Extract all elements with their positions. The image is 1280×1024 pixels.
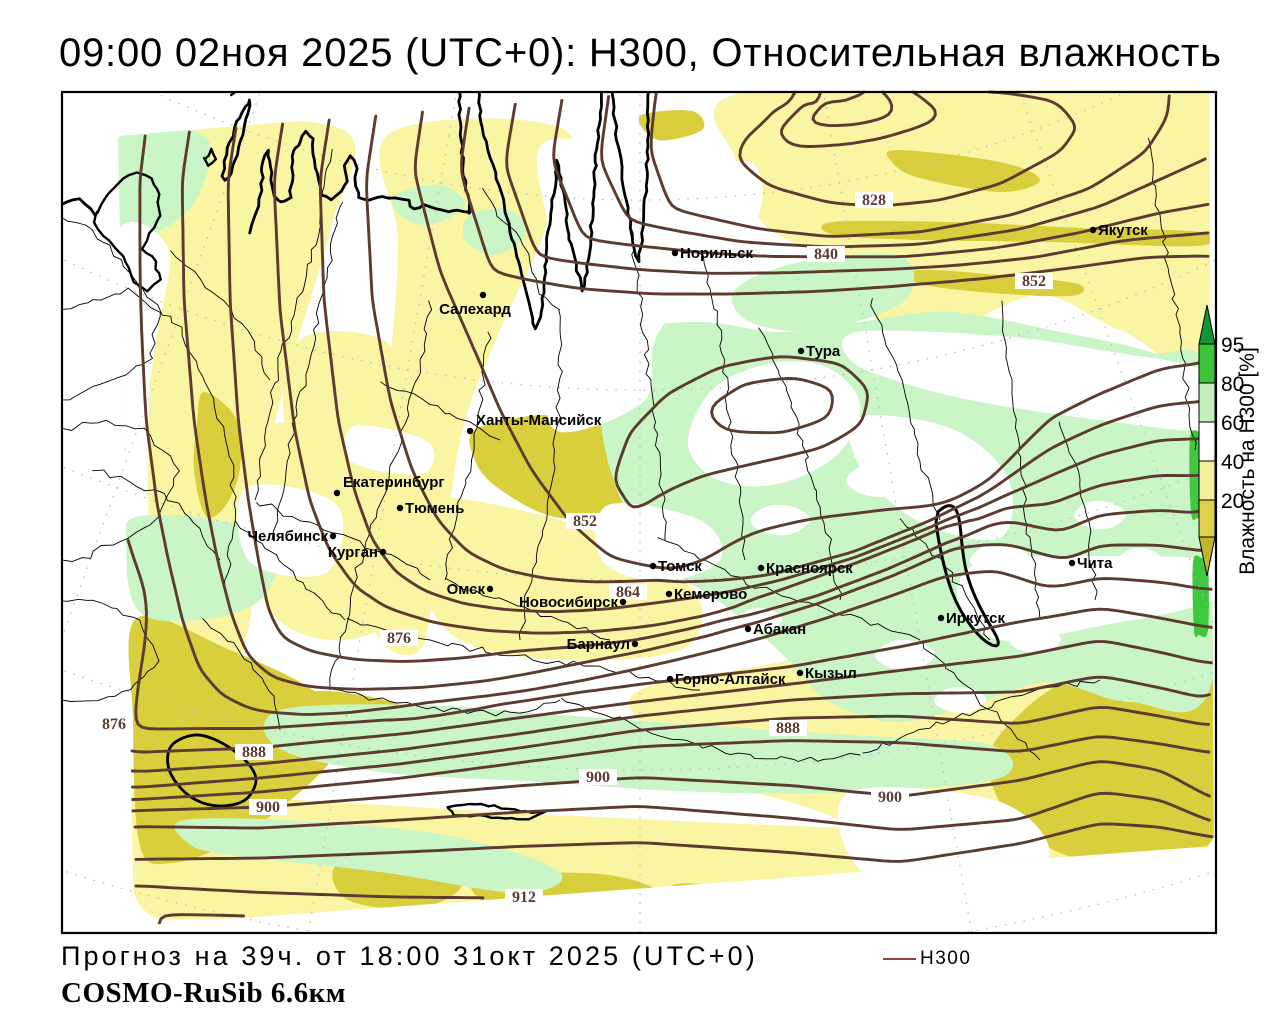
svg-text:Иркутск: Иркутск [946, 610, 1005, 627]
svg-text:912: 912 [512, 889, 536, 906]
svg-text:Кызыл: Кызыл [805, 665, 857, 682]
svg-text:Омск: Омск [447, 581, 486, 598]
svg-text:888: 888 [776, 720, 800, 737]
svg-text:888: 888 [242, 744, 266, 761]
svg-text:20: 20 [1221, 490, 1244, 513]
svg-text:Влажность на H300 [%]: Влажность на H300 [%] [1236, 347, 1259, 575]
svg-text:828: 828 [862, 192, 886, 209]
svg-text:876: 876 [102, 716, 126, 733]
svg-text:Барнаул: Барнаул [567, 636, 630, 653]
svg-text:Кемерово: Кемерово [674, 586, 747, 603]
svg-text:40: 40 [1221, 451, 1244, 474]
svg-text:95: 95 [1221, 334, 1244, 357]
svg-text:80: 80 [1221, 373, 1244, 396]
svg-text:900: 900 [256, 799, 280, 816]
svg-text:Якутск: Якутск [1098, 222, 1148, 239]
svg-text:Ханты-Мансийск: Ханты-Мансийск [476, 412, 602, 429]
svg-text:Новосибирск: Новосибирск [519, 594, 619, 611]
svg-text:Чита: Чита [1077, 555, 1113, 572]
svg-text:Тура: Тура [806, 343, 841, 360]
svg-text:900: 900 [586, 769, 610, 786]
svg-text:Челябинск: Челябинск [247, 528, 328, 545]
svg-text:Салехард: Салехард [439, 301, 511, 318]
svg-text:60: 60 [1221, 412, 1244, 435]
svg-text:Норильск: Норильск [680, 245, 753, 262]
svg-text:Тюмень: Тюмень [405, 500, 464, 517]
svg-text:876: 876 [387, 630, 411, 647]
svg-text:Екатеринбург: Екатеринбург [343, 474, 445, 491]
svg-text:Горно-Алтайск: Горно-Алтайск [675, 671, 786, 688]
svg-text:840: 840 [814, 246, 838, 263]
svg-text:Курган: Курган [328, 544, 378, 561]
svg-text:852: 852 [573, 513, 597, 530]
svg-text:852: 852 [1022, 273, 1046, 290]
svg-text:900: 900 [878, 789, 902, 806]
svg-text:Красноярск: Красноярск [766, 560, 853, 577]
svg-text:Абакан: Абакан [753, 621, 806, 638]
svg-text:864: 864 [616, 584, 640, 601]
svg-text:Томск: Томск [658, 558, 702, 575]
